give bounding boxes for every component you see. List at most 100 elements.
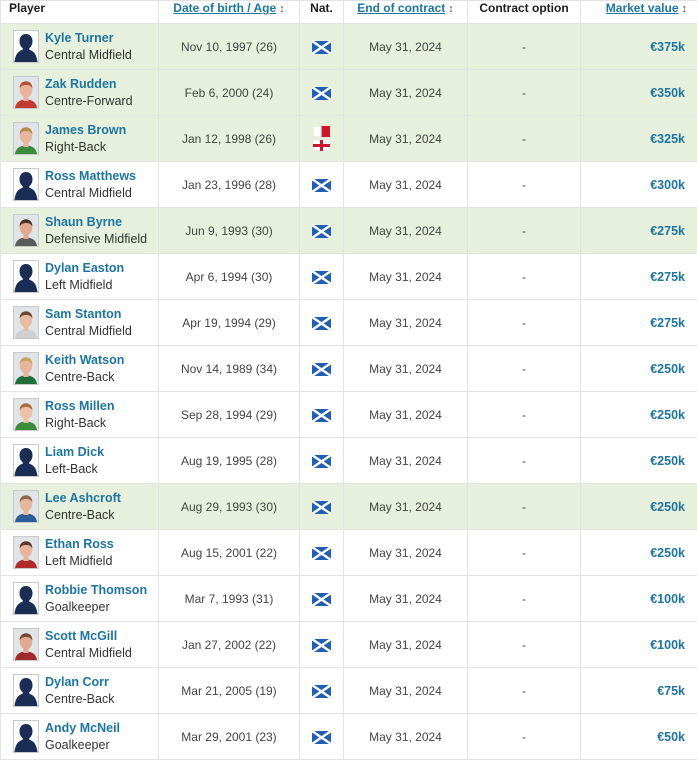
player-name-link[interactable]: Ross Millen <box>45 398 114 415</box>
contract-option-cell: - <box>468 70 581 116</box>
contract-end-cell: May 31, 2024 <box>344 300 468 346</box>
player-photo[interactable] <box>13 582 39 615</box>
player-name-link[interactable]: Liam Dick <box>45 444 104 461</box>
scotland-flag-icon <box>312 87 331 100</box>
player-photo[interactable] <box>13 398 39 431</box>
dob-cell: Nov 14, 1989 (34) <box>159 346 300 392</box>
player-name-link[interactable]: Sam Stanton <box>45 306 132 323</box>
contract-end-cell: May 31, 2024 <box>344 576 468 622</box>
market-value-link[interactable]: €275k <box>581 208 697 254</box>
player-position: Central Midfield <box>45 323 132 340</box>
player-position: Defensive Midfield <box>45 231 147 248</box>
nationality-cell <box>300 24 344 70</box>
header-contract-sort-link[interactable]: End of contract↕ <box>344 1 468 24</box>
scotland-flag-icon <box>312 731 331 744</box>
contract-option-cell: - <box>468 254 581 300</box>
player-name-link[interactable]: Ethan Ross <box>45 536 114 553</box>
player-photo[interactable] <box>13 168 39 201</box>
dob-cell: Aug 19, 1995 (28) <box>159 438 300 484</box>
player-photo[interactable] <box>13 214 39 247</box>
header-market-value-sort-link[interactable]: Market value↕ <box>581 1 697 24</box>
dob-cell: Feb 6, 2000 (24) <box>159 70 300 116</box>
player-photo[interactable] <box>13 490 39 523</box>
player-position: Left Midfield <box>45 277 124 294</box>
market-value-link[interactable]: €250k <box>581 438 697 484</box>
market-value-link[interactable]: €50k <box>581 714 697 760</box>
player-photo[interactable] <box>13 674 39 707</box>
player-position: Central Midfield <box>45 47 132 64</box>
dob-cell: Mar 29, 2001 (23) <box>159 714 300 760</box>
nationality-cell <box>300 438 344 484</box>
player-position: Centre-Back <box>45 691 114 708</box>
nationality-cell <box>300 162 344 208</box>
player-photo[interactable] <box>13 536 39 569</box>
scotland-flag-icon <box>312 685 331 698</box>
market-value-link[interactable]: €250k <box>581 484 697 530</box>
player-name-link[interactable]: James Brown <box>45 122 126 139</box>
market-value-link[interactable]: €250k <box>581 346 697 392</box>
header-player: Player <box>1 1 159 24</box>
player-photo[interactable] <box>13 30 39 63</box>
player-name-link[interactable]: Zak Rudden <box>45 76 133 93</box>
player-name-link[interactable]: Dylan Corr <box>45 674 114 691</box>
player-photo[interactable] <box>13 122 39 155</box>
contract-end-cell: May 31, 2024 <box>344 392 468 438</box>
market-value-link[interactable]: €100k <box>581 622 697 668</box>
header-dob-sort-link[interactable]: Date of birth / Age↕ <box>159 1 300 24</box>
dob-cell: Jan 23, 1996 (28) <box>159 162 300 208</box>
market-value-link[interactable]: €250k <box>581 530 697 576</box>
dob-cell: Jan 27, 2002 (22) <box>159 622 300 668</box>
player-photo[interactable] <box>13 76 39 109</box>
player-name-link[interactable]: Robbie Thomson <box>45 582 147 599</box>
contract-end-cell: May 31, 2024 <box>344 438 468 484</box>
player-name-link[interactable]: Ross Matthews <box>45 168 136 185</box>
player-name-link[interactable]: Scott McGill <box>45 628 132 645</box>
player-name-link[interactable]: Shaun Byrne <box>45 214 147 231</box>
player-photo[interactable] <box>13 444 39 477</box>
nationality-cell <box>300 208 344 254</box>
player-name-link[interactable]: Keith Watson <box>45 352 124 369</box>
nationality-cell <box>300 622 344 668</box>
contract-end-cell: May 31, 2024 <box>344 622 468 668</box>
contract-option-cell: - <box>468 346 581 392</box>
player-name-link[interactable]: Kyle Turner <box>45 30 132 47</box>
dob-cell: Jan 12, 1998 (26) <box>159 116 300 162</box>
player-photo[interactable] <box>13 306 39 339</box>
market-value-link[interactable]: €325k <box>581 116 697 162</box>
market-value-link[interactable]: €350k <box>581 70 697 116</box>
contract-option-cell: - <box>468 162 581 208</box>
market-value-link[interactable]: €375k <box>581 24 697 70</box>
contract-end-cell: May 31, 2024 <box>344 162 468 208</box>
market-value-link[interactable]: €250k <box>581 392 697 438</box>
scotland-flag-icon <box>312 593 331 606</box>
market-value-link[interactable]: €275k <box>581 300 697 346</box>
contract-option-cell: - <box>468 24 581 70</box>
nationality-cell <box>300 254 344 300</box>
player-name-link[interactable]: Dylan Easton <box>45 260 124 277</box>
contract-option-cell: - <box>468 714 581 760</box>
dob-cell: Sep 28, 1994 (29) <box>159 392 300 438</box>
player-name-link[interactable]: Andy McNeil <box>45 720 120 737</box>
dob-cell: Apr 19, 1994 (29) <box>159 300 300 346</box>
market-value-link[interactable]: €75k <box>581 668 697 714</box>
player-photo[interactable] <box>13 260 39 293</box>
player-name-link[interactable]: Lee Ashcroft <box>45 490 121 507</box>
market-value-link[interactable]: €100k <box>581 576 697 622</box>
dob-cell: Aug 15, 2001 (22) <box>159 530 300 576</box>
market-value-link[interactable]: €275k <box>581 254 697 300</box>
player-position: Right-Back <box>45 139 126 156</box>
market-value-link[interactable]: €300k <box>581 162 697 208</box>
player-photo[interactable] <box>13 720 39 753</box>
dob-cell: Nov 10, 1997 (26) <box>159 24 300 70</box>
player-photo[interactable] <box>13 628 39 661</box>
contract-end-cell: May 31, 2024 <box>344 254 468 300</box>
player-photo[interactable] <box>13 352 39 385</box>
